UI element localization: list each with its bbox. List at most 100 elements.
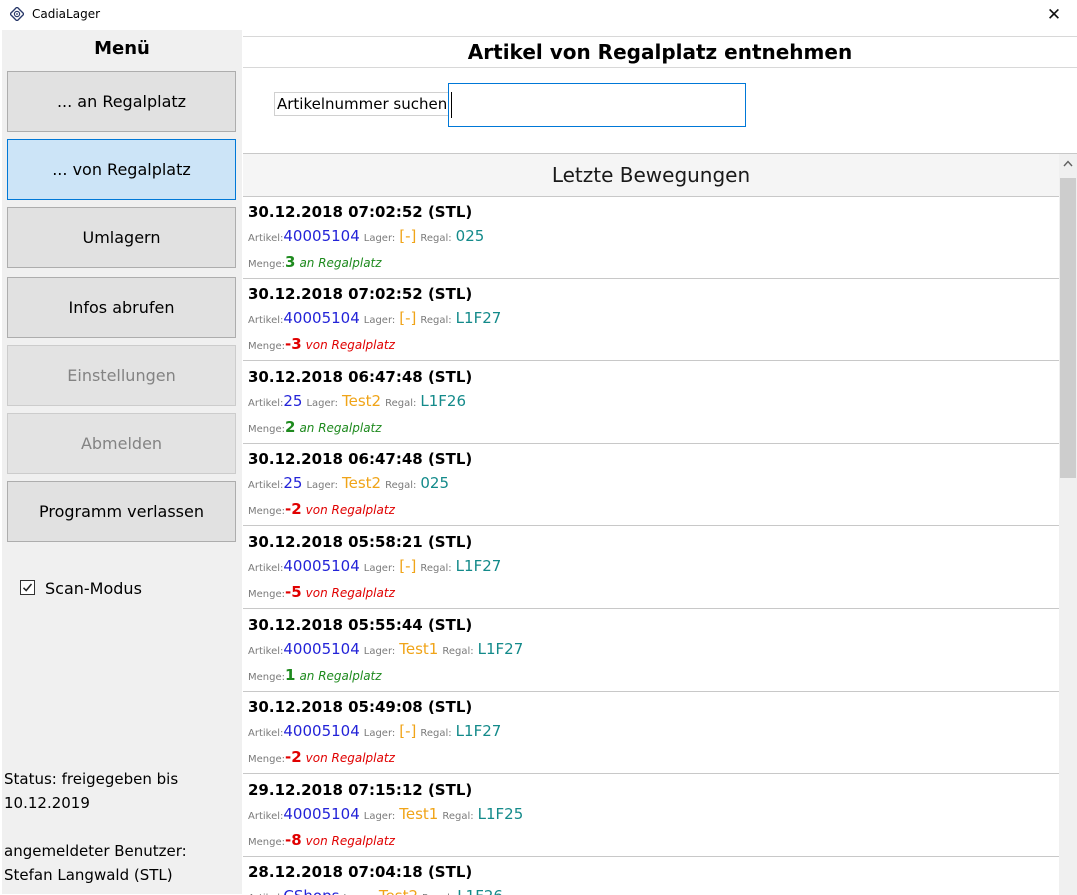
regal-label: Regal: [420,315,452,326]
movement-timestamp: 30.12.2018 05:58:21 (STL) [248,533,473,551]
recent-movements-list[interactable]: Letzte Bewegungen 30.12.2018 07:02:52 (S… [243,153,1077,895]
movement-timestamp: 30.12.2018 05:49:08 (STL) [248,698,473,716]
regal-value: L1F25 [477,805,524,823]
artikel-number: 40005104 [283,557,360,575]
lager-value: Test1 [399,805,439,823]
regal-label: Regal: [442,811,474,822]
main-panel: Artikel von Regalplatz entnehmen Artikel… [243,30,1077,895]
movement-timestamp: 28.12.2018 07:04:18 (STL) [248,863,473,881]
regal-value: 025 [455,227,485,245]
scrollbar-thumb[interactable] [1060,178,1076,478]
movements-scrollbar[interactable] [1059,154,1077,895]
menu-button-von-regalplatz[interactable]: ... von Regalplatz [7,139,236,200]
regal-label: Regal: [385,398,417,409]
movement-quantity-line: Menge:3 an Regalplatz [248,253,382,271]
movement-row[interactable]: 30.12.2018 05:55:44 (STL) Artikel:4000510… [243,610,1059,692]
page-header: Artikel von Regalplatz entnehmen [243,36,1077,68]
movement-location-line: Artikel:40005104 Lager: [-] Regal: L1F27 [248,309,501,327]
movement-quantity-line: Menge:2 an Regalplatz [248,418,382,436]
article-search-input[interactable] [448,83,746,127]
menge-label: Menge: [248,837,285,848]
movement-timestamp: 30.12.2018 05:55:44 (STL) [248,616,473,634]
artikel-label: Artikel: [248,233,284,244]
movement-direction: an Regalplatz [299,256,382,270]
menu-button-label: ... an Regalplatz [56,92,187,111]
menge-value: 1 [285,666,296,684]
artikel-number: 40005104 [283,640,360,658]
movement-row[interactable]: 30.12.2018 05:58:21 (STL) Artikel:4000510… [243,527,1059,609]
regal-value: L1F26 [420,392,466,410]
movement-timestamp: 30.12.2018 06:47:48 (STL) [248,450,473,468]
menge-label: Menge: [248,672,285,683]
artikel-label: Artikel: [248,315,284,326]
lager-label: Lager: [363,233,396,244]
movement-quantity-line: Menge:-8 von Regalplatz [248,831,395,849]
lager-label: Lager: [363,728,396,739]
lager-value: [-] [399,557,417,575]
title-bar: CadiaLager ✕ [0,0,1077,30]
regal-value: L1F27 [477,640,524,658]
scan-mode-checkbox[interactable] [20,580,35,595]
regal-label: Regal: [420,728,452,739]
lager-value: Test2 [342,392,382,410]
menu-button-label: Einstellungen [67,366,176,385]
regal-label: Regal: [420,563,452,574]
sidebar-title: Menü [94,38,150,59]
movement-timestamp: 30.12.2018 07:02:52 (STL) [248,203,473,221]
movement-row[interactable]: 30.12.2018 07:02:52 (STL) Artikel:4000510… [243,197,1059,279]
regal-value: L1F27 [455,722,502,740]
movement-timestamp: 30.12.2018 06:47:48 (STL) [248,368,473,386]
artikel-number: 40005104 [283,805,360,823]
menge-label: Menge: [248,506,285,517]
movement-direction: an Regalplatz [299,421,382,435]
menu-button-abmelden[interactable]: Abmelden [7,413,236,474]
movement-row[interactable]: 30.12.2018 07:02:52 (STL) Artikel:4000510… [243,279,1059,361]
artikel-label: Artikel: [248,646,284,657]
menge-label: Menge: [248,424,285,435]
movement-location-line: Artikel:40005104 Lager: Test1 Regal: L1F25 [248,805,523,823]
movement-row[interactable]: 29.12.2018 07:15:12 (STL) Artikel:4000510… [243,775,1059,857]
menu-button-an-regalplatz[interactable]: ... an Regalplatz [7,71,236,132]
movement-row[interactable]: 28.12.2018 07:04:18 (STL)Artikel:CShopsL… [243,857,1059,895]
artikel-label: Artikel: [248,563,284,574]
movement-quantity-line: Menge:-2 von Regalplatz [248,748,395,766]
artikel-number: CShops [283,887,339,895]
movement-direction: von Regalplatz [305,751,395,765]
lager-value: Test2 [379,887,418,895]
movement-row[interactable]: 30.12.2018 06:47:48 (STL) Artikel:25 Lager… [243,362,1059,444]
movement-quantity-line: Menge:1 an Regalplatz [248,666,382,684]
lager-label: Lager: [363,811,396,822]
menu-button-label: Infos abrufen [68,298,175,317]
page-title: Artikel von Regalplatz entnehmen [467,40,853,64]
movement-direction: von Regalplatz [305,834,395,848]
logged-in-user: angemeldeter Benutzer: Stefan Langwald (… [4,842,187,884]
lager-value: [-] [399,227,417,245]
menu-button-einstellungen[interactable]: Einstellungen [7,345,236,406]
chevron-up-icon[interactable] [1059,154,1077,174]
lager-label: Lager: [363,315,396,326]
movement-quantity-line: Menge:-5 von Regalplatz [248,583,395,601]
menge-label: Menge: [248,259,285,270]
search-label: Artikelnummer suchen [274,92,451,116]
artikel-number: 40005104 [283,722,360,740]
close-button[interactable]: ✕ [1031,0,1077,30]
movement-row[interactable]: 30.12.2018 05:49:08 (STL) Artikel:4000510… [243,692,1059,774]
menu-button-label: Umlagern [82,228,161,247]
menge-value: -2 [285,748,302,766]
lager-label: Lager: [363,646,396,657]
menu-button-label: Programm verlassen [39,502,204,521]
artikel-number: 25 [283,474,303,492]
lager-value: Test1 [399,640,439,658]
movement-row[interactable]: 30.12.2018 06:47:48 (STL) Artikel:25 Lager… [243,444,1059,526]
scan-mode-label: Scan-Modus [45,579,142,598]
artikel-number: 40005104 [283,309,360,327]
artikel-label: Artikel: [248,398,284,409]
menu-button-programm-verlassen[interactable]: Programm verlassen [7,481,236,542]
regal-label: Regal: [420,233,452,244]
cadia-logo-icon [9,6,25,22]
menge-value: -8 [285,831,302,849]
menge-label: Menge: [248,589,285,600]
close-icon: ✕ [1046,5,1062,25]
menu-button-umlagern[interactable]: Umlagern [7,207,236,268]
menu-button-infos-abrufen[interactable]: Infos abrufen [7,277,236,338]
